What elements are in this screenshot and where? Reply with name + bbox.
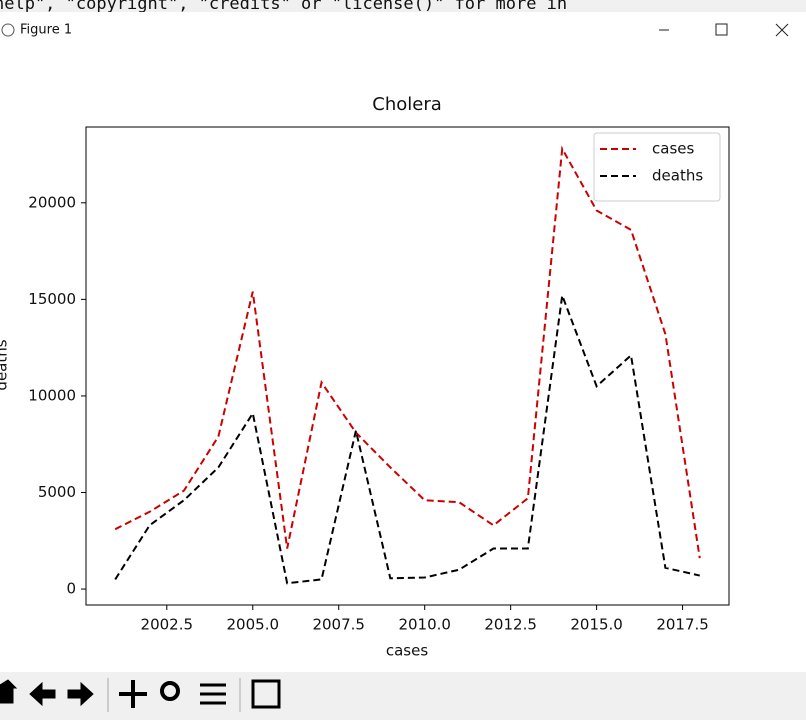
- y-axis-label: deaths: [0, 339, 11, 390]
- y-tick-label: 20000: [28, 193, 76, 211]
- x-tick-label: 2007.5: [312, 616, 365, 634]
- data-line: [114, 295, 700, 585]
- close-button[interactable]: [775, 23, 789, 37]
- forward-button[interactable]: [67, 681, 94, 707]
- pan-button[interactable]: [119, 680, 147, 708]
- save-button[interactable]: [251, 679, 281, 709]
- x-tick-label: 2002.5: [141, 616, 194, 634]
- x-axis-label: cases: [386, 642, 428, 660]
- window-title: Figure 1: [20, 23, 72, 38]
- configure-button[interactable]: [200, 683, 226, 705]
- chart-title: Cholera: [372, 94, 442, 115]
- x-tick-label: 2012.5: [484, 616, 537, 634]
- home-button[interactable]: [0, 679, 18, 704]
- x-tick-label: 2015.0: [570, 616, 623, 634]
- y-tick-label: 0: [66, 580, 76, 598]
- axes-frame: [85, 126, 730, 606]
- x-tick-label: 2005.0: [227, 616, 280, 634]
- toolbar-icons: [0, 679, 281, 709]
- y-tick-label: 15000: [28, 290, 76, 308]
- zoom-button[interactable]: [160, 681, 180, 701]
- app-icon: [1, 23, 15, 37]
- back-button[interactable]: [29, 681, 56, 707]
- terminal-strip: [0, 0, 806, 12]
- y-tick-label: 5000: [38, 483, 76, 501]
- data-line: [114, 145, 701, 559]
- maximize-button[interactable]: [715, 23, 728, 36]
- legend-label: cases: [652, 140, 694, 158]
- legend-label: deaths: [652, 167, 703, 185]
- title-bar: [0, 12, 806, 48]
- background-text: help", "copyright", "credits" or "licens…: [0, 0, 567, 14]
- x-tick-label: 2017.5: [656, 616, 709, 634]
- y-tick-label: 10000: [28, 386, 76, 404]
- x-tick-label: 2010.0: [398, 616, 451, 634]
